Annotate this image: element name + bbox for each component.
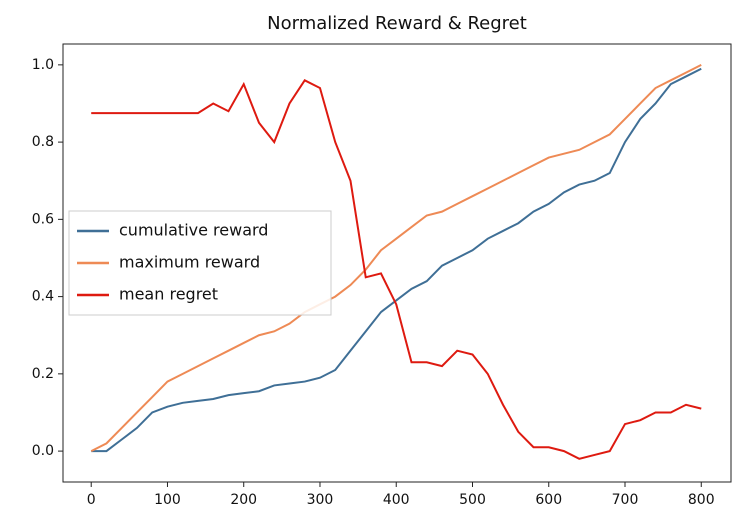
x-tick-label: 300 [307,492,334,508]
chart-title: Normalized Reward & Regret [267,13,527,34]
legend-label: maximum reward [119,253,260,272]
plot-frame [62,43,732,483]
x-tick-label: 800 [688,492,715,508]
x-tick-label: 0 [87,492,96,508]
y-tick-label: 1.0 [32,57,54,73]
legend-label: mean regret [119,285,218,304]
x-tick-label: 500 [459,492,486,508]
series-line [90,63,702,452]
y-tick-label: 0.0 [32,443,54,459]
x-tick-label: 700 [612,492,639,508]
y-tick-label: 0.4 [32,289,54,305]
series-line [91,79,702,460]
legend-box [68,210,332,316]
x-tick-label: 600 [535,492,562,508]
x-tick-label: 400 [383,492,410,508]
x-tick-label: 100 [154,492,181,508]
y-tick-label: 0.2 [32,366,54,382]
x-tick-label: 200 [230,492,257,508]
y-tick-label: 0.8 [32,134,54,150]
legend-label: cumulative reward [119,221,268,240]
y-tick-label: 0.6 [32,211,54,227]
series-line [91,67,702,453]
